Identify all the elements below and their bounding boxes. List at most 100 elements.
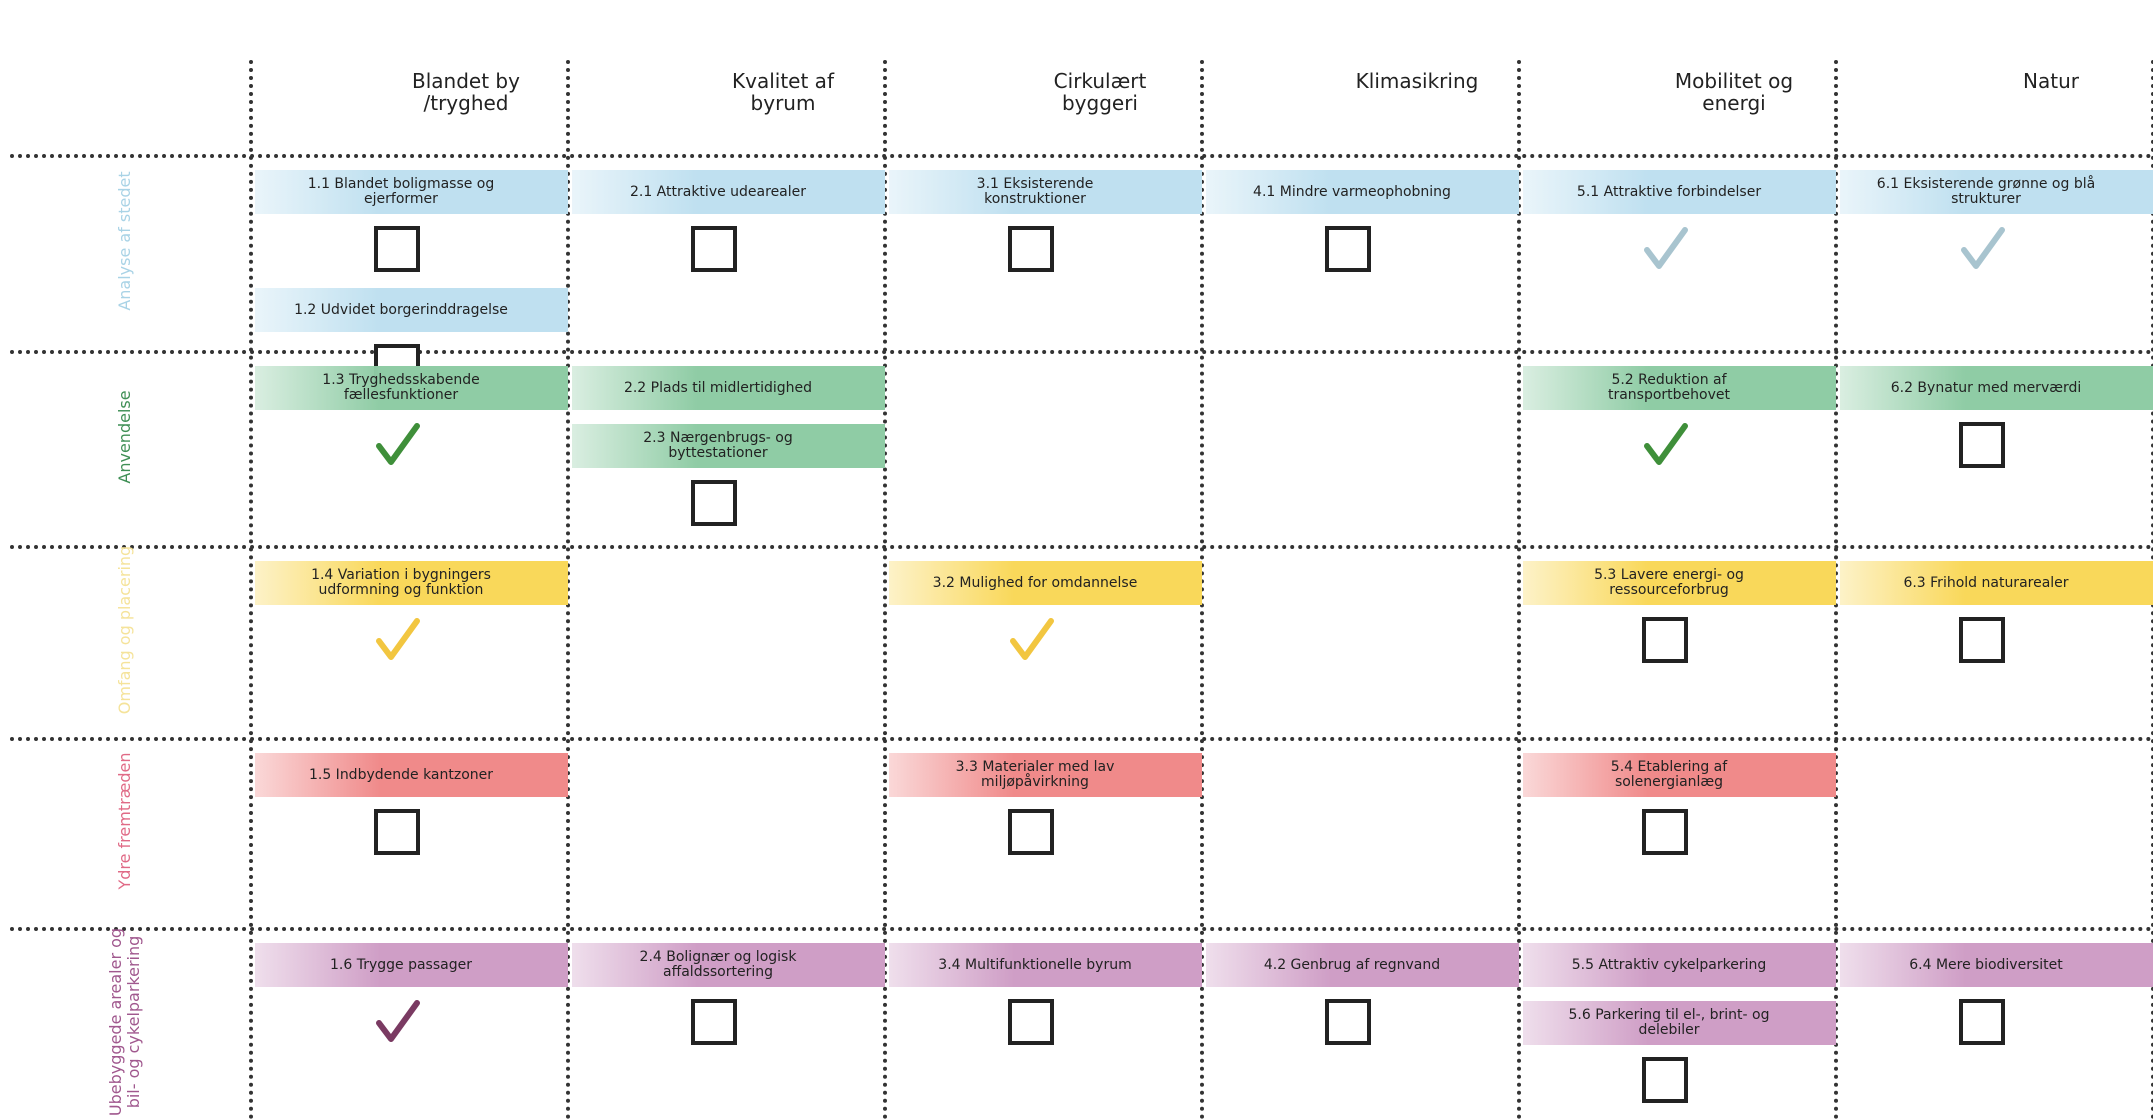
item-band: 3.1 Eksisterende konstruktioner [889, 170, 1202, 214]
item-label: 1.5 Indbydende kantzoner [308, 766, 494, 783]
item-band: 2.4 Bolignær og logisk affaldssortering [572, 943, 885, 987]
item-band: 4.1 Mindre varmeophobning [1206, 170, 1519, 214]
item-label: 3.2 Mulighed for omdannelse [932, 574, 1138, 591]
item-label: 3.3 Materialer med lav miljøpåvirkning [955, 759, 1115, 790]
item-band: 6.1 Eksisterende grønne og blå strukture… [1840, 170, 2153, 214]
row-divider [10, 737, 2153, 741]
checkbox [1959, 999, 2005, 1045]
item-label: 2.2 Plads til midlertidighed [623, 379, 813, 396]
checkbox [1642, 809, 1688, 855]
checkbox [1325, 999, 1371, 1045]
item-band: 3.2 Mulighed for omdannelse [889, 561, 1202, 605]
check-icon [1961, 227, 2005, 269]
row-divider [10, 350, 2153, 354]
item-band: 2.3 Nærgenbrugs- og byttestationer [572, 424, 885, 468]
item-label: 2.1 Attraktive udearealer [629, 183, 807, 200]
column-divider [1834, 60, 1838, 1120]
checkmark [1007, 615, 1055, 663]
item-label: 1.4 Variation i bygningers udformning og… [311, 567, 491, 598]
item-band: 6.4 Mere biodiversitet [1840, 943, 2153, 987]
checkbox [691, 480, 737, 526]
item-label: 4.1 Mindre varmeophobning [1253, 183, 1451, 200]
check-icon [376, 618, 420, 660]
item-band: 5.6 Parkering til el-, brint- og delebil… [1523, 1001, 1836, 1045]
column-divider [1517, 60, 1521, 1120]
column-title: Cirkulært byggeri [1053, 69, 1147, 115]
check-icon [1644, 423, 1688, 465]
checkmark [1958, 224, 2006, 272]
check-icon [376, 1000, 420, 1042]
item-band: 5.5 Attraktiv cykelparkering [1523, 943, 1836, 987]
item-label: 5.2 Reduktion af transportbehovet [1607, 372, 1730, 403]
item-label: 6.1 Eksisterende grønne og blå strukture… [1876, 176, 2096, 207]
item-label: 1.6 Trygge passager [330, 956, 472, 973]
item-band: 1.3 Tryghedsskabende fællesfunktioner [255, 366, 568, 410]
checkmark [373, 997, 421, 1045]
item-label: 5.4 Etablering af solenergianlæg [1610, 759, 1728, 790]
item-band: 2.1 Attraktive udearealer [572, 170, 885, 214]
item-label: 5.3 Lavere energi- og ressourceforbrug [1594, 567, 1744, 598]
row-label: Ubebyggede arealer og bil- og cykelparke… [106, 927, 143, 1116]
checkbox [374, 226, 420, 272]
row-label: Analyse af stedet [115, 171, 134, 311]
check-icon [376, 423, 420, 465]
item-label: 6.3 Frihold naturarealer [1903, 574, 2069, 591]
column-title: Klimasikring [1355, 69, 1479, 93]
item-label: 6.2 Bynatur med merværdi [1890, 379, 2082, 396]
column-divider [1200, 60, 1204, 1120]
checkbox [1008, 809, 1054, 855]
item-band: 4.2 Genbrug af regnvand [1206, 943, 1519, 987]
column-title: Kvalitet af byrum [732, 69, 834, 115]
item-band: 1.6 Trygge passager [255, 943, 568, 987]
checkbox [1642, 1057, 1688, 1103]
item-label: 5.5 Attraktiv cykelparkering [1571, 956, 1767, 973]
item-band: 5.4 Etablering af solenergianlæg [1523, 753, 1836, 797]
checkbox [691, 999, 737, 1045]
item-label: 1.3 Tryghedsskabende fællesfunktioner [322, 372, 480, 403]
item-band: 1.2 Udvidet borgerinddragelse [255, 288, 568, 332]
column-title: Mobilitet og energi [1674, 69, 1794, 115]
column-title: Blandet by /tryghed [412, 69, 520, 115]
checkmark [373, 615, 421, 663]
checkbox [1959, 422, 2005, 468]
item-label: 1.2 Udvidet borgerinddragelse [294, 301, 508, 318]
check-icon [1010, 618, 1054, 660]
item-label: 5.1 Attraktive forbindelser [1576, 183, 1762, 200]
item-label: 5.6 Parkering til el-, brint- og delebil… [1568, 1007, 1770, 1038]
check-icon [1644, 227, 1688, 269]
row-divider [10, 154, 2153, 158]
checkbox [374, 809, 420, 855]
item-band: 5.1 Attraktive forbindelser [1523, 170, 1836, 214]
column-divider [566, 60, 570, 1120]
checkbox [1325, 226, 1371, 272]
column-divider [249, 60, 253, 1120]
item-band: 2.2 Plads til midlertidighed [572, 366, 885, 410]
item-label: 2.4 Bolignær og logisk affaldssortering [639, 949, 797, 980]
item-band: 3.4 Multifunktionelle byrum [889, 943, 1202, 987]
checkmark [1641, 420, 1689, 468]
item-label: 3.1 Eksisterende konstruktioner [976, 176, 1094, 207]
row-divider [10, 927, 2153, 931]
item-label: 4.2 Genbrug af regnvand [1263, 956, 1441, 973]
item-band: 3.3 Materialer med lav miljøpåvirkning [889, 753, 1202, 797]
row-label: Ydre fremtræden [115, 752, 134, 890]
item-band: 1.1 Blandet boligmasse og ejerformer [255, 170, 568, 214]
item-band: 1.5 Indbydende kantzoner [255, 753, 568, 797]
row-label: Omfang og placering [115, 545, 134, 715]
checkbox [1959, 617, 2005, 663]
column-divider [883, 60, 887, 1120]
item-label: 6.4 Mere biodiversitet [1909, 956, 2063, 973]
checkbox [691, 226, 737, 272]
item-band: 5.2 Reduktion af transportbehovet [1523, 366, 1836, 410]
item-label: 3.4 Multifunktionelle byrum [938, 956, 1132, 973]
item-band: 1.4 Variation i bygningers udformning og… [255, 561, 568, 605]
checkmark [373, 420, 421, 468]
item-label: 2.3 Nærgenbrugs- og byttestationer [643, 430, 793, 461]
row-divider [10, 545, 2153, 549]
checkbox [1642, 617, 1688, 663]
column-title: Natur [2023, 69, 2079, 93]
item-band: 5.3 Lavere energi- og ressourceforbrug [1523, 561, 1836, 605]
row-label: Anvendelse [115, 389, 134, 484]
checkmark [1641, 224, 1689, 272]
